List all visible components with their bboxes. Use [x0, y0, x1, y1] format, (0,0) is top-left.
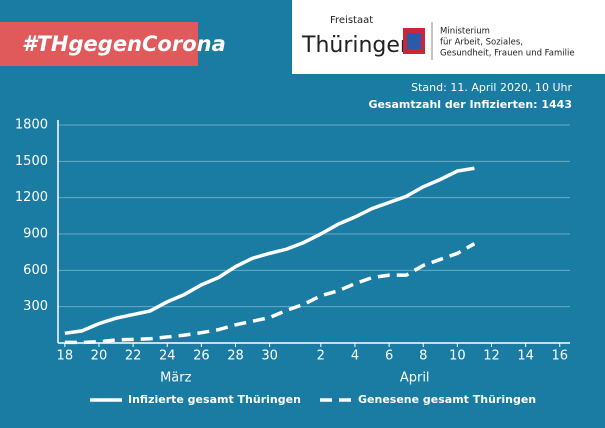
x-tick-label: 14	[517, 349, 534, 364]
y-tick-label: 1500	[15, 154, 48, 169]
ministry-line: für Arbeit, Soziales,	[440, 38, 523, 48]
coat-of-arms-inner	[407, 33, 421, 49]
x-tick-label: 18	[57, 349, 74, 364]
y-tick-label: 600	[23, 263, 48, 278]
legend-label: Infizierte gesamt Thüringen	[128, 393, 301, 406]
hashtag-badge	[0, 22, 198, 66]
x-tick-label: 12	[483, 349, 500, 364]
y-tick-label: 1800	[15, 118, 48, 133]
x-tick-label: 6	[385, 349, 393, 364]
x-tick-label: 30	[261, 349, 278, 364]
state-small: Freistaat	[330, 15, 373, 26]
x-tick-label: 28	[227, 349, 244, 364]
legend-label: Genesene gesamt Thüringen	[358, 393, 536, 406]
series-line	[64, 166, 475, 336]
x-tick-label: 2	[317, 349, 325, 364]
x-tick-label: 20	[91, 349, 108, 364]
x-tick-label: 24	[159, 349, 176, 364]
x-tick-label: 16	[551, 349, 568, 364]
y-tick-label: 900	[23, 227, 48, 242]
series-line	[64, 242, 476, 345]
y-tick-label: 1200	[15, 190, 48, 205]
month-label: April	[400, 371, 430, 386]
y-tick-label: 300	[23, 299, 48, 314]
logo-box	[292, 0, 605, 74]
month-label: März	[160, 371, 192, 386]
ministry-line: Ministerium	[440, 27, 490, 37]
total: Gesamtzahl der Infizierten: 1443	[368, 98, 572, 111]
ministry-line: Gesundheit, Frauen und Familie	[440, 49, 575, 59]
x-tick-label: 10	[449, 349, 466, 364]
x-tick-label: 4	[351, 349, 359, 364]
x-tick-label: 26	[193, 349, 210, 364]
hashtag: #THgegenCorona	[22, 32, 226, 56]
stand: Stand: 11. April 2020, 10 Uhr	[411, 81, 572, 94]
x-tick-label: 8	[419, 349, 427, 364]
state-name: Thüringen	[301, 33, 414, 58]
x-tick-label: 22	[125, 349, 142, 364]
